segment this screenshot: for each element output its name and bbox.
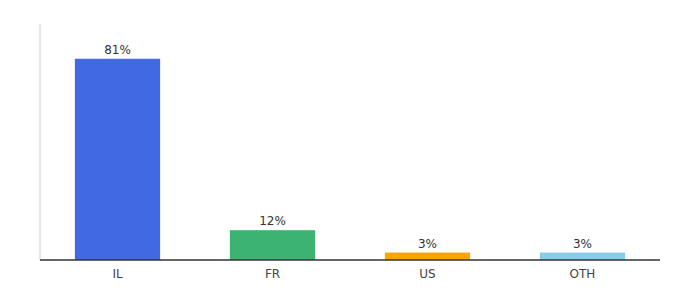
x-tick-label: FR [265, 267, 280, 281]
bar [540, 253, 625, 260]
data-label: 3% [418, 237, 437, 251]
x-tick-label: OTH [570, 267, 596, 281]
x-tick-label: IL [112, 267, 123, 281]
chart-svg: 81% 12% 3% 3% IL FR US OTH [0, 0, 680, 300]
data-label: 81% [104, 43, 131, 57]
data-label: 12% [259, 214, 286, 228]
x-tick-label: US [419, 267, 435, 281]
x-axis-line [40, 259, 660, 261]
bar [385, 253, 470, 260]
bars [75, 59, 625, 260]
data-label: 3% [573, 237, 592, 251]
y-axis-line [40, 24, 41, 260]
bar [75, 59, 160, 260]
bar [230, 230, 315, 260]
chart-container: 81% 12% 3% 3% IL FR US OTH [0, 0, 680, 300]
